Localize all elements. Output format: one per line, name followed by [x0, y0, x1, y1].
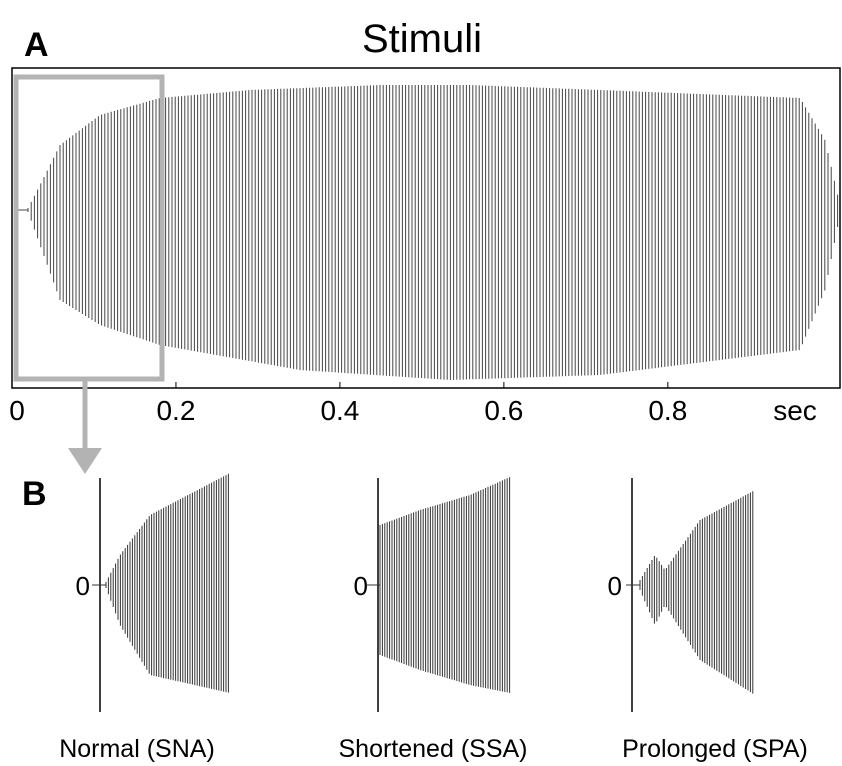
- x-tick-label: 0.2: [156, 395, 195, 426]
- arrow-head: [68, 448, 102, 474]
- x-tick-label: 0.8: [648, 395, 687, 426]
- zero-label: 0: [608, 571, 622, 601]
- zoom-box: [13, 74, 165, 382]
- caption: Prolonged (SPA): [622, 735, 808, 763]
- plot-frame: [11, 67, 841, 389]
- sub-panels: 0 Normal (SNA) 0 Shortened (SSA) 0 Prolonged …: [59, 473, 808, 763]
- x-tick-label: 0.6: [484, 395, 523, 426]
- x-unit: sec: [773, 395, 817, 426]
- panel-label: A: [24, 26, 49, 64]
- wave-path: [366, 477, 511, 693]
- wave-path: [14, 85, 839, 380]
- zero-label: 0: [354, 571, 368, 601]
- wave-path: [626, 491, 754, 694]
- x-tick-label: 0.4: [320, 395, 359, 426]
- caption: Normal (SNA): [59, 735, 215, 763]
- wave-path: [92, 473, 229, 693]
- waveform: [14, 85, 839, 380]
- zero-label: 0: [76, 571, 90, 601]
- title: Stimuli: [362, 17, 482, 61]
- panel-label: B: [22, 475, 47, 513]
- caption: Shortened (SSA): [339, 735, 528, 763]
- x-axis: 0 0.2 0.4 0.6 0.8: [9, 382, 687, 426]
- x-tick-label: 0: [9, 395, 25, 426]
